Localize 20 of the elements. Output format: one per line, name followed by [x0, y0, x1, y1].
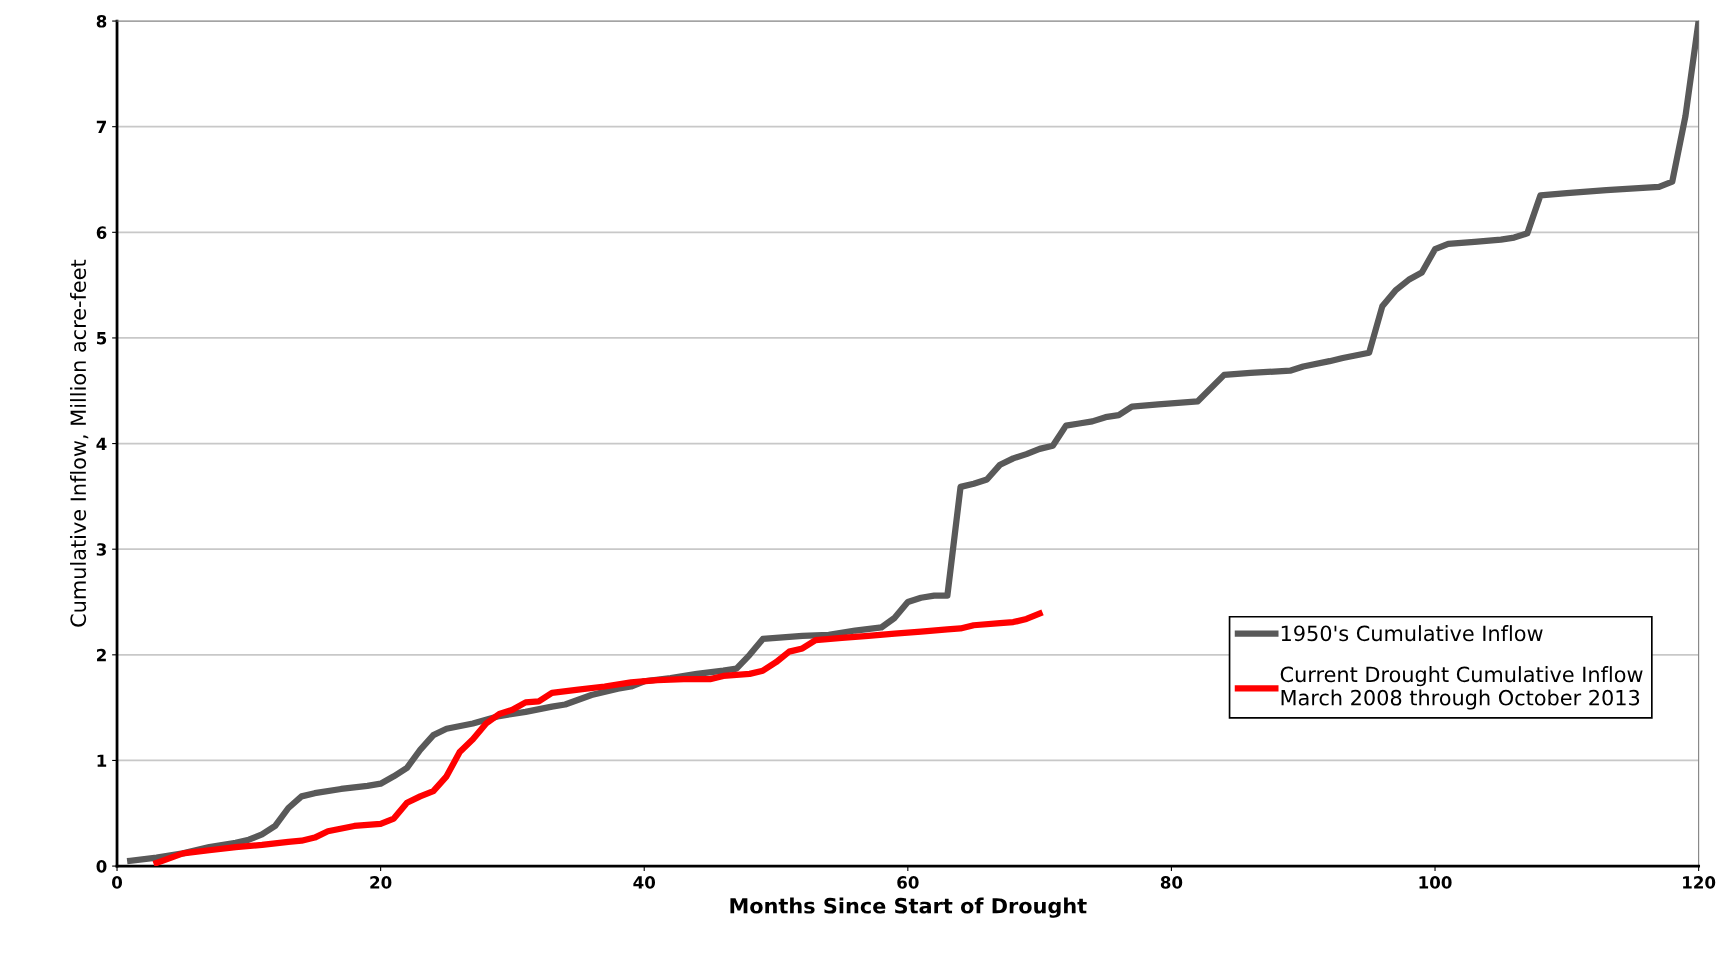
y-tick-label: 7 [96, 120, 106, 134]
legend-label: 1950's Cumulative Inflow [1281, 625, 1543, 642]
y-tick-label: 6 [96, 226, 107, 239]
x-tick-label: 40 [633, 876, 656, 889]
x-tick-label: 60 [897, 876, 919, 889]
y-tick-label: 1 [97, 754, 107, 767]
legend-label: Current Drought Cumulative Inflow March 2008 through October 2013 [1280, 666, 1643, 710]
y-tick-label: 0 [96, 860, 107, 873]
y-tick-label: 3 [96, 543, 106, 556]
y-tick-label: 2 [97, 648, 106, 662]
y-axis-title: Cumulative Inflow, Million acre-feet [69, 259, 89, 627]
x-tick-label: 120 [1683, 876, 1716, 889]
x-tick-label: 80 [1160, 876, 1183, 889]
y-tick-label: 8 [96, 15, 107, 28]
x-tick-label: 20 [370, 876, 392, 889]
y-tick-label: 4 [96, 437, 107, 450]
x-axis-title: Months Since Start of Drought [730, 897, 1087, 918]
x-tick-label: 100 [1419, 876, 1452, 889]
y-tick-label: 5 [97, 332, 107, 345]
x-tick-label: 0 [112, 876, 123, 889]
